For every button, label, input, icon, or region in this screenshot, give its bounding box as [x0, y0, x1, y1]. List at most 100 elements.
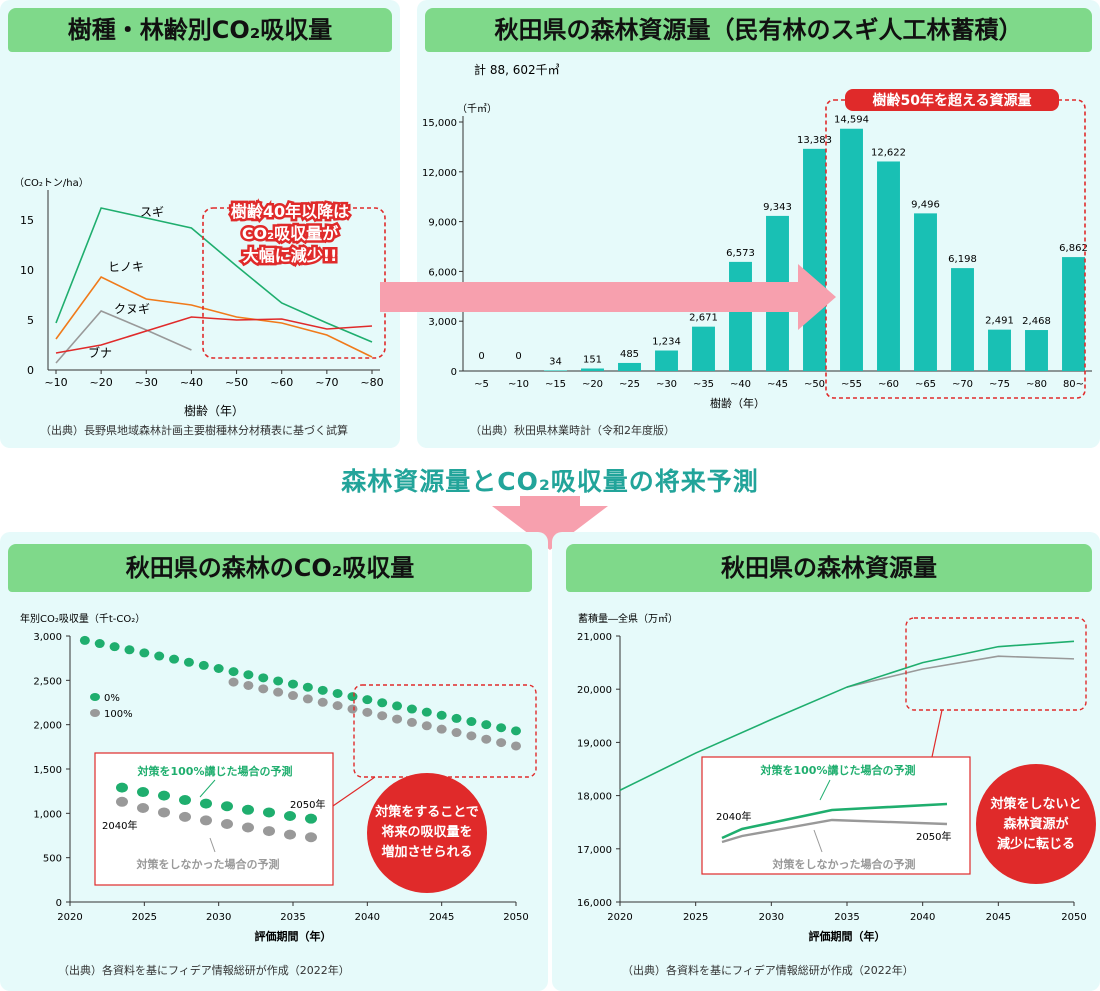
callout-circle — [976, 764, 1096, 884]
x-tick-label: ~35 — [693, 379, 714, 390]
x-tick-label: ~25 — [619, 379, 640, 390]
data-point — [466, 731, 477, 741]
callout-line — [329, 776, 376, 809]
data-point — [496, 738, 507, 748]
inset-bottom-label: 対策をしなかった場合の予測 — [136, 857, 280, 871]
series-line-ブナ — [55, 316, 373, 354]
series-line — [846, 655, 1075, 688]
data-point — [317, 685, 328, 695]
data-point — [258, 684, 269, 694]
bar-value-label: 6,862 — [1059, 243, 1088, 254]
x-tick-label: 2050 — [503, 912, 528, 923]
panel2-title: 秋田県の森林資源量（民有林のスギ人工林蓄積） — [425, 8, 1092, 52]
middle-title: 森林資源量とCO₂吸収量の将来予測 — [341, 467, 759, 496]
x-tick-label: ~10 — [44, 376, 67, 389]
inset-start-label: 2040年 — [716, 810, 751, 823]
data-point — [302, 694, 313, 704]
data-point — [347, 704, 358, 714]
y-tick-label: 3,000 — [428, 317, 457, 328]
series-line-ヒノキ — [55, 275, 373, 358]
data-point — [183, 657, 194, 667]
data-point — [258, 673, 269, 683]
data-point — [79, 635, 90, 645]
inset-start-label: 2040年 — [102, 819, 137, 832]
y-tick-label: 2,000 — [33, 721, 62, 732]
y-tick-label: 12,000 — [422, 168, 457, 179]
bar-value-label: 485 — [620, 349, 639, 360]
inset-point — [158, 807, 170, 818]
data-point — [273, 687, 284, 697]
source-p3: （出典）各資料を基にフィデア情報総研が作成（2022年） — [58, 964, 350, 977]
data-point — [406, 704, 417, 714]
legend-marker — [90, 693, 100, 701]
y-axis-label: 蓄積量―全県（万㎥） — [578, 612, 678, 625]
x-tick-label: ~80 — [1026, 379, 1047, 390]
x-tick-label: ~65 — [915, 379, 936, 390]
bar — [581, 368, 604, 371]
x-tick-label: ~50 — [225, 376, 248, 389]
bar-value-label: 12,622 — [871, 147, 906, 158]
y-tick-label: 1,000 — [33, 809, 62, 820]
arrow-right-icon — [380, 264, 836, 330]
y-tick-label: 3,000 — [33, 632, 62, 643]
total-label: 計 88, 602千㎥ — [474, 62, 560, 77]
x-tick-label: 2050 — [1061, 912, 1086, 923]
inset-point — [137, 803, 149, 814]
inset-point — [137, 787, 149, 798]
bar-value-label: 6,573 — [726, 248, 755, 259]
bar-value-label: 9,343 — [763, 202, 792, 213]
data-point — [154, 651, 165, 661]
y-tick-label: 15 — [20, 214, 34, 227]
data-point — [392, 701, 403, 711]
x-tick-label: ~80 — [360, 376, 383, 389]
y-tick-label: 17,000 — [577, 845, 612, 856]
data-point — [94, 639, 105, 649]
arrow-down-icon — [492, 496, 608, 550]
x-tick-label: 2045 — [429, 912, 454, 923]
series-label: スギ — [140, 205, 164, 219]
data-point — [421, 707, 432, 717]
inset-pointer — [209, 837, 216, 853]
x-tick-label: ~55 — [841, 379, 862, 390]
inset-point — [179, 811, 191, 822]
series-line — [619, 640, 1075, 791]
series-label: ヒノキ — [108, 260, 144, 274]
x-tick-label: ~60 — [878, 379, 899, 390]
bar-value-label: 2,468 — [1022, 316, 1051, 327]
x-tick-label: ~50 — [804, 379, 825, 390]
inset-point — [158, 790, 170, 801]
x-tick-label: 2020 — [57, 912, 82, 923]
x-tick-label: ~30 — [656, 379, 677, 390]
panel-forest-resource — [417, 0, 1100, 448]
data-point — [362, 707, 373, 717]
y-tick-label: 500 — [43, 854, 62, 865]
x-tick-label: 2035 — [280, 912, 305, 923]
panel1-title: 樹種・林齢別CO₂吸収量 — [8, 8, 392, 52]
x-axis-label: 評価期間（年） — [255, 929, 332, 943]
bar-value-label: 9,496 — [911, 199, 940, 210]
data-point — [451, 713, 462, 723]
series-line-スギ — [55, 207, 373, 343]
callout-circle — [367, 773, 487, 893]
inset-pointer — [199, 779, 216, 798]
data-point — [302, 682, 313, 692]
data-point — [377, 711, 388, 721]
data-point — [109, 642, 120, 652]
callout-line — [931, 709, 943, 758]
x-tick-label: ~40 — [730, 379, 751, 390]
highlight-box — [905, 617, 1087, 711]
annotation-label: 樹齢50年を超える資源量 — [872, 92, 1031, 109]
x-tick-label: ~20 — [582, 379, 603, 390]
y-axis-label: （CO₂トン/ha） — [14, 177, 89, 189]
source-p1: （出典）長野県地域森林計画主要樹種林分材積表に基づく試算 — [40, 424, 348, 437]
bar — [988, 329, 1011, 371]
inset-point — [242, 804, 254, 815]
y-tick-label: 0 — [451, 367, 457, 378]
y-tick-label: 2,500 — [33, 676, 62, 687]
chart-akita-resource: 16,000 17,000 18,000 19,000 20,000 21,000 2020… — [577, 612, 1096, 943]
inset-point — [116, 782, 128, 793]
inset-point — [305, 832, 317, 843]
bar — [1062, 257, 1085, 371]
data-point — [347, 692, 358, 702]
x-tick-label: ~5 — [474, 379, 489, 390]
